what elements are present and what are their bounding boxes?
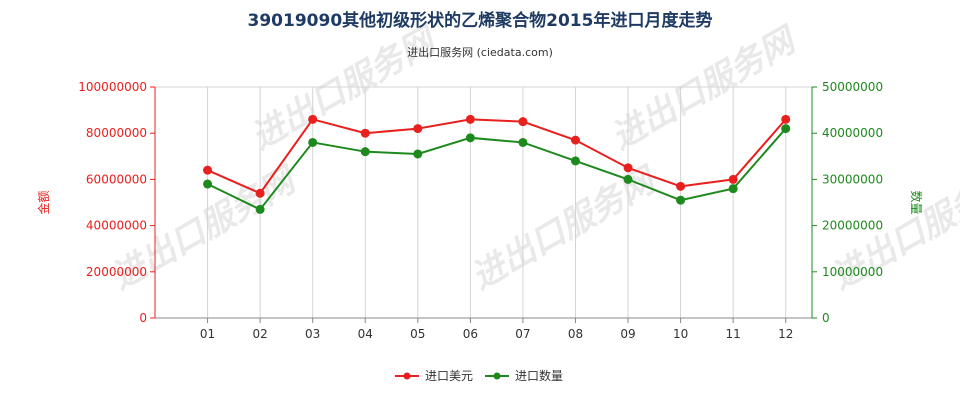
series-2 — [203, 124, 791, 214]
left-tick-label: 80000000 — [86, 126, 147, 140]
data-point — [465, 133, 475, 143]
x-tick-label: 02 — [252, 327, 267, 341]
data-point — [518, 117, 528, 127]
left-tick-label: 40000000 — [86, 219, 147, 233]
legend-label: 进口美元 — [425, 369, 473, 383]
data-point — [360, 128, 370, 138]
chart-subtitle: 进出口服务网 (ciedata.com) — [407, 45, 553, 59]
right-tick-label: 50000000 — [822, 80, 883, 94]
data-point — [676, 181, 686, 191]
series-layer — [203, 114, 791, 214]
data-point — [360, 147, 370, 157]
x-tick-label: 09 — [620, 327, 635, 341]
chart-title: 39019090其他初级形状的乙烯聚合物2015年进口月度走势 — [248, 10, 713, 31]
data-point — [728, 174, 738, 184]
right-tick-label: 10000000 — [822, 265, 883, 279]
right-axis-label: 数量 — [909, 190, 924, 214]
left-tick-label: 20000000 — [86, 265, 147, 279]
x-tick-label: 04 — [358, 327, 373, 341]
right-tick-label: 30000000 — [822, 172, 883, 186]
data-point — [203, 165, 213, 175]
watermark-text: 进出口服务网 — [605, 19, 806, 158]
data-point — [623, 174, 633, 184]
legend-label: 进口数量 — [515, 368, 563, 383]
series-line — [207, 127, 787, 211]
data-point — [203, 179, 213, 189]
x-axis-ticks: 01 02 03 04 05 06 07 08 09 10 11 12 — [200, 318, 793, 341]
x-tick-label: 10 — [673, 327, 688, 341]
data-point — [781, 124, 791, 134]
watermark-text: 进出口服务网 — [245, 19, 446, 158]
data-point — [308, 114, 318, 124]
left-tick-label: 0 — [139, 311, 147, 325]
data-point — [308, 137, 318, 147]
x-tick-label: 08 — [568, 327, 583, 341]
x-tick-label: 03 — [305, 327, 320, 341]
data-point — [728, 184, 738, 194]
right-tick-label: 40000000 — [822, 126, 883, 140]
series-line — [207, 118, 787, 195]
legend-marker — [403, 372, 411, 380]
x-tick-label: 12 — [778, 327, 793, 341]
left-axis-ticks: 0 20000000 40000000 60000000 80000000 1000000… — [78, 80, 155, 325]
watermark-text: 进出口服务网 — [465, 159, 666, 298]
data-point — [518, 137, 528, 147]
right-axis-ticks: 0 10000000 20000000 30000000 40000000 5000000… — [812, 80, 883, 325]
right-tick-label: 20000000 — [822, 219, 883, 233]
data-point — [623, 163, 633, 173]
data-point — [413, 124, 423, 134]
data-point — [413, 149, 423, 159]
data-point — [570, 156, 580, 166]
data-point — [255, 204, 265, 214]
x-tick-label: 07 — [515, 327, 530, 341]
data-point — [465, 114, 475, 124]
legend: 进口美元 进口数量 — [395, 368, 563, 383]
data-point — [781, 114, 791, 124]
right-tick-label: 0 — [822, 311, 830, 325]
axes — [154, 87, 813, 319]
left-axis-label: 金额 — [36, 190, 51, 214]
data-point — [255, 188, 265, 198]
series-1 — [203, 114, 791, 198]
data-point — [676, 195, 686, 205]
x-tick-label: 06 — [463, 327, 478, 341]
data-point — [570, 135, 580, 145]
x-tick-label: 11 — [726, 327, 741, 341]
left-tick-label: 100000000 — [78, 80, 147, 94]
left-tick-label: 60000000 — [86, 172, 147, 186]
legend-marker — [493, 372, 501, 380]
x-tick-label: 05 — [410, 327, 425, 341]
x-tick-label: 01 — [200, 327, 215, 341]
